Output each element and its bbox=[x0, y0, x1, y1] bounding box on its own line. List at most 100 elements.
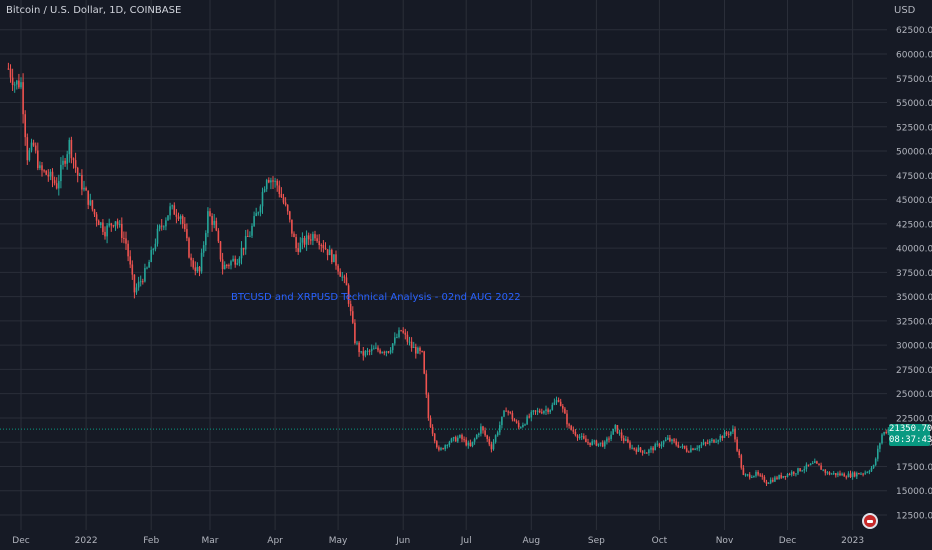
candle-body bbox=[681, 445, 684, 447]
candle-body bbox=[251, 225, 253, 236]
candle-body bbox=[415, 346, 417, 354]
candle-body bbox=[234, 258, 236, 265]
candle-body bbox=[595, 440, 598, 446]
candle-body bbox=[389, 350, 392, 353]
candle-body bbox=[677, 444, 680, 448]
candle-body bbox=[505, 410, 507, 412]
candle-body bbox=[150, 250, 152, 262]
candle-body bbox=[461, 434, 463, 440]
candle-body bbox=[305, 235, 308, 245]
x-tick-label: Jul bbox=[460, 536, 472, 546]
candle-body bbox=[545, 409, 547, 412]
candle-body bbox=[826, 472, 829, 474]
candle-body bbox=[767, 482, 770, 484]
candle-body bbox=[845, 476, 848, 478]
candle-body bbox=[58, 181, 60, 189]
candle-body bbox=[612, 428, 614, 435]
candle-body bbox=[637, 447, 640, 452]
candle-body bbox=[473, 438, 476, 442]
candle-body bbox=[698, 445, 701, 449]
candle-body bbox=[129, 256, 131, 265]
candle-body bbox=[232, 258, 234, 262]
candle-body bbox=[748, 474, 751, 478]
candle-body bbox=[807, 464, 810, 466]
candle-body bbox=[154, 243, 157, 250]
candle-body bbox=[562, 405, 564, 409]
candle-body bbox=[633, 447, 635, 450]
candle-body bbox=[280, 193, 283, 198]
candle-body bbox=[125, 238, 127, 244]
candle-body bbox=[133, 274, 136, 293]
candle-body bbox=[408, 341, 411, 343]
candle-body bbox=[511, 413, 514, 420]
candle-body bbox=[135, 287, 138, 293]
candle-body bbox=[247, 236, 249, 238]
candle-body bbox=[184, 223, 186, 230]
candle-body bbox=[465, 439, 467, 446]
candle-body bbox=[30, 142, 33, 151]
candle-body bbox=[744, 474, 747, 476]
candle-body bbox=[572, 429, 575, 432]
candle-body bbox=[32, 142, 35, 146]
candle-body bbox=[259, 206, 262, 213]
candle-body bbox=[501, 416, 503, 426]
candle-body bbox=[333, 254, 335, 263]
candle-body bbox=[368, 350, 371, 352]
candle-body bbox=[377, 347, 379, 351]
candle-body bbox=[53, 180, 56, 184]
candle-body bbox=[160, 225, 163, 227]
candle-body bbox=[16, 80, 18, 85]
candle-body bbox=[171, 205, 173, 207]
candle-body bbox=[454, 437, 457, 442]
candle-body bbox=[631, 447, 633, 449]
candle-body bbox=[639, 447, 642, 451]
candle-body bbox=[711, 439, 713, 442]
candle-body bbox=[847, 473, 850, 478]
candle-body bbox=[312, 234, 314, 241]
candle-body bbox=[480, 426, 482, 434]
candle-body bbox=[765, 481, 768, 484]
candle-body bbox=[675, 441, 677, 445]
candle-body bbox=[553, 402, 556, 405]
candle-body bbox=[236, 263, 239, 265]
chart-annotation[interactable]: BTCUSD and XRPUSD Technical Analysis - 0… bbox=[231, 292, 521, 303]
symbol-title[interactable]: Bitcoin / U.S. Dollar, 1D, COINBASE bbox=[6, 5, 182, 16]
candle-body bbox=[835, 473, 837, 476]
candle-body bbox=[177, 216, 180, 219]
candle-body bbox=[478, 433, 480, 436]
candle-body bbox=[265, 180, 268, 190]
candle-body bbox=[799, 468, 801, 472]
candle-body bbox=[244, 236, 247, 250]
candle-body bbox=[331, 249, 333, 263]
candle-body bbox=[286, 204, 289, 212]
candle-body bbox=[736, 439, 738, 451]
candle-body bbox=[490, 444, 493, 450]
candle-body bbox=[341, 276, 344, 278]
candle-body bbox=[721, 435, 724, 438]
candle-body bbox=[37, 150, 39, 169]
candle-body bbox=[759, 474, 761, 476]
y-tick-label: 60000.00 bbox=[896, 51, 932, 61]
candle-body bbox=[723, 432, 726, 438]
x-tick-label: May bbox=[329, 536, 348, 546]
candle-body bbox=[467, 442, 470, 446]
candle-body bbox=[753, 475, 755, 478]
candle-body bbox=[515, 421, 518, 423]
y-tick-label: 32500.00 bbox=[896, 317, 932, 327]
candle-body bbox=[410, 341, 413, 348]
candle-body bbox=[874, 458, 877, 465]
candle-body bbox=[205, 233, 207, 246]
candle-body bbox=[41, 165, 43, 171]
flag-badge-icon[interactable] bbox=[862, 513, 878, 529]
candle-body bbox=[20, 82, 22, 88]
candle-body bbox=[769, 479, 772, 483]
candle-body bbox=[165, 220, 167, 227]
candle-body bbox=[276, 180, 278, 186]
candle-body bbox=[601, 442, 604, 447]
candle-body bbox=[314, 234, 316, 239]
candle-body bbox=[318, 241, 320, 246]
candle-body bbox=[421, 350, 423, 352]
candle-body bbox=[352, 311, 354, 323]
candle-body bbox=[76, 167, 79, 176]
